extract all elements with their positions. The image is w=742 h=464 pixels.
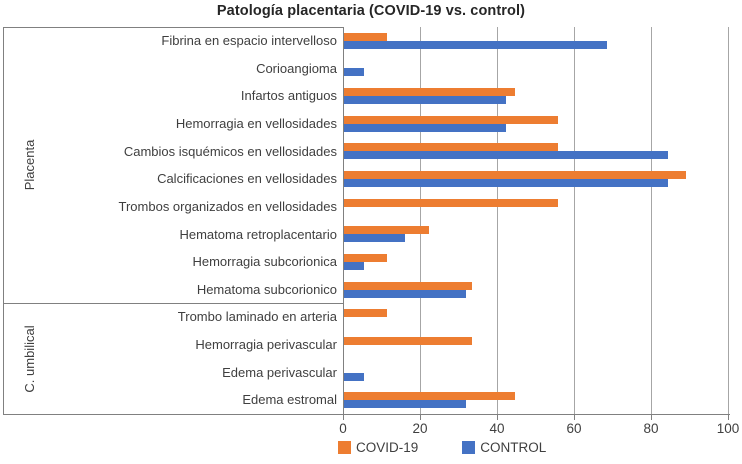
category-label: Hemorragia en vellosidades: [175, 115, 337, 131]
group-label-placenta: Placenta: [22, 139, 37, 191]
category-label: Fibrina en espacio intervelloso: [161, 33, 337, 48]
group-divider: [3, 302, 343, 304]
x-axis-tickmark: [343, 415, 344, 420]
gridline: [497, 27, 498, 414]
gridline: [574, 27, 575, 414]
group-label-c-umbilical: C. umbilical: [22, 325, 37, 393]
legend-label: CONTROL: [480, 440, 547, 455]
bar-covid19: [344, 32, 387, 41]
bar-covid19: [344, 115, 559, 124]
category-label: Hemorragia subcorionica: [192, 254, 337, 270]
bar-covid19: [344, 336, 473, 345]
label-area-left-border: [3, 27, 4, 414]
x-axis-tickmark: [497, 415, 498, 420]
bar-control: [344, 40, 608, 49]
chart-title: Patología placentaria (COVID-19 vs. cont…: [216, 3, 526, 19]
bar-control: [344, 179, 669, 188]
gridline: [420, 27, 421, 414]
label-area-top-border: [3, 27, 343, 28]
category-label: Edema perivascular: [222, 364, 337, 380]
x-axis-tick-label: 0: [339, 421, 347, 436]
bar-covid19: [344, 226, 430, 235]
x-axis-tick-label: 60: [566, 421, 582, 436]
legend: COVID-19 CONTROL: [338, 440, 590, 455]
y-axis-line: [343, 27, 344, 414]
bar-covid19: [344, 253, 387, 262]
bar-covid19: [344, 281, 473, 290]
category-label: Trombo laminado en arteria: [177, 309, 337, 325]
bar-control: [344, 151, 669, 160]
category-label: Hematoma subcorionico: [196, 281, 337, 297]
bar-covid19: [344, 309, 387, 318]
category-label: Edema estromal: [242, 392, 337, 408]
legend-swatch-icon: [462, 441, 476, 454]
x-axis-tickmark: [651, 415, 652, 420]
bar-covid19: [344, 88, 515, 97]
bar-control: [344, 96, 507, 105]
bar-control: [344, 400, 466, 409]
bar-covid19: [344, 143, 559, 152]
category-label: Cambios isquémicos en vellosidades: [123, 143, 337, 159]
legend-item-covid19: COVID-19: [338, 440, 418, 455]
bar-covid19: [344, 392, 515, 401]
category-label: Infartos antiguos: [240, 88, 337, 104]
legend-item-control: CONTROL: [462, 440, 546, 455]
gridline: [651, 27, 652, 414]
x-axis-tick-label: 80: [643, 421, 659, 436]
category-label: Hemorragia perivascular: [195, 337, 337, 353]
category-label: Trombos organizados en vellosidades: [118, 198, 337, 214]
x-axis-tick-label: 20: [412, 421, 428, 436]
category-label: Hematoma retroplacentario: [179, 226, 337, 242]
gridline: [728, 27, 729, 414]
x-axis-tickmark: [420, 415, 421, 420]
x-axis-tickmark: [728, 415, 729, 420]
x-axis-tickmark: [574, 415, 575, 420]
legend-swatch-icon: [338, 441, 351, 454]
legend-label: COVID-19: [356, 440, 419, 455]
bar-covid19: [344, 171, 687, 180]
bar-control: [344, 261, 365, 270]
x-axis-tick-label: 100: [716, 421, 740, 436]
bar-covid19: [344, 198, 559, 207]
bar-control: [344, 234, 405, 243]
bar-control: [344, 123, 507, 132]
bar-control: [344, 372, 365, 381]
x-axis-line: [3, 414, 730, 415]
category-label: Corioangioma: [256, 60, 337, 76]
bar-control: [344, 289, 466, 298]
x-axis-tick-label: 40: [489, 421, 505, 436]
bar-control: [344, 68, 365, 77]
category-label: Calcificaciones en vellosidades: [157, 171, 337, 187]
